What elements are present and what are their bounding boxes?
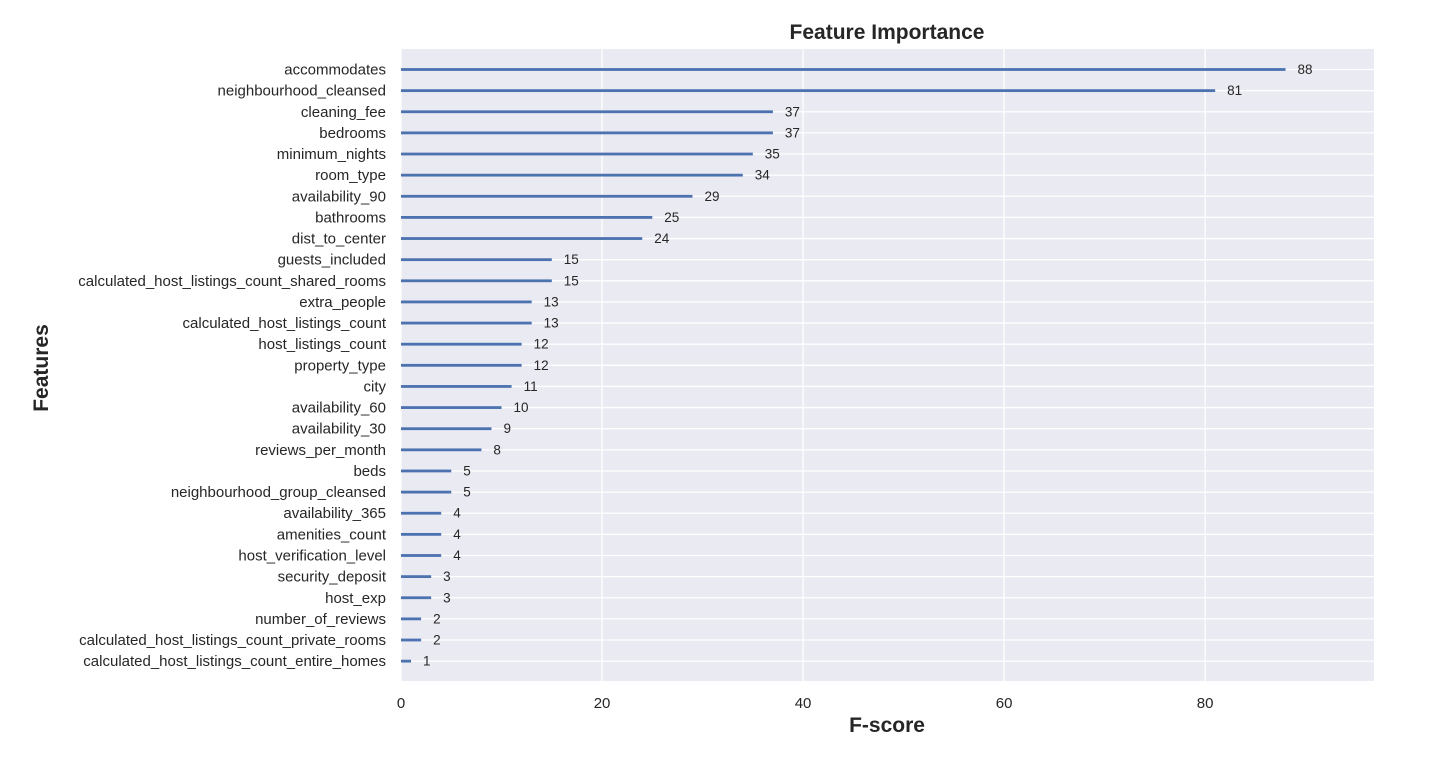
bar <box>401 638 422 642</box>
x-axis-label: F-score <box>849 714 925 737</box>
category-label: bedrooms <box>319 125 386 142</box>
x-tick-label: 40 <box>795 695 812 712</box>
category-label: accommodates <box>284 62 386 79</box>
bar <box>401 152 753 156</box>
bar <box>401 659 412 663</box>
bar <box>401 131 773 135</box>
data-label: 9 <box>503 421 511 436</box>
category-label: room_type <box>315 167 386 184</box>
label-layer: 0 20 40 60 80 accommodates 88 neighbourhood_cle… <box>78 62 1312 713</box>
bar <box>401 385 512 388</box>
category-label: dist_to_center <box>292 231 386 248</box>
data-label: 5 <box>463 485 471 500</box>
bar <box>401 321 532 325</box>
data-label: 81 <box>1227 83 1242 98</box>
bar <box>401 554 442 557</box>
bar <box>401 617 422 621</box>
bar <box>401 596 432 600</box>
category-label: neighbourhood_cleansed <box>218 83 386 100</box>
bar <box>401 300 532 304</box>
bar <box>401 89 1216 93</box>
data-label: 12 <box>534 358 549 373</box>
bar <box>401 532 442 536</box>
data-label: 13 <box>544 294 559 309</box>
bar <box>401 469 452 473</box>
category-label: calculated_host_listings_count_entire_ho… <box>83 653 386 670</box>
category-label: availability_365 <box>283 505 386 522</box>
bar <box>401 258 552 262</box>
bar <box>401 216 653 219</box>
bar <box>401 448 482 452</box>
data-label: 4 <box>453 506 461 521</box>
data-label: 24 <box>654 231 670 246</box>
category-label: host_verification_level <box>238 547 386 564</box>
category-label: bathrooms <box>315 209 386 226</box>
data-label: 1 <box>423 654 431 669</box>
category-label: extra_people <box>299 294 386 311</box>
data-label: 4 <box>453 527 461 542</box>
category-label: availability_60 <box>292 400 386 417</box>
category-label: calculated_host_listings_count_shared_ro… <box>78 273 386 290</box>
category-label: minimum_nights <box>277 146 386 163</box>
data-label: 2 <box>433 611 441 626</box>
category-label: reviews_per_month <box>255 442 386 459</box>
bar <box>401 110 773 114</box>
data-label: 13 <box>544 316 559 331</box>
data-label: 35 <box>765 147 780 162</box>
y-axis-label: Features <box>30 324 53 412</box>
data-label: 15 <box>564 273 579 288</box>
data-label: 15 <box>564 252 579 267</box>
x-tick-label: 60 <box>996 695 1013 712</box>
x-tick-label: 80 <box>1197 695 1214 712</box>
category-label: city <box>364 378 387 395</box>
category-label: host_listings_count <box>258 336 386 353</box>
bar <box>401 68 1286 71</box>
data-label: 88 <box>1298 62 1313 77</box>
data-label: 8 <box>493 442 501 457</box>
category-label: beds <box>353 463 386 480</box>
bar-layer <box>401 68 1286 663</box>
data-label: 37 <box>785 104 800 119</box>
data-label: 34 <box>755 168 771 183</box>
x-tick-label: 0 <box>397 695 405 712</box>
data-label: 25 <box>664 210 679 225</box>
chart-title: Feature Importance <box>790 21 985 44</box>
data-label: 3 <box>443 569 451 584</box>
bar <box>401 406 502 409</box>
bar <box>401 237 643 240</box>
bar <box>401 279 552 283</box>
data-label: 37 <box>785 125 800 140</box>
data-label: 2 <box>433 633 441 648</box>
category-label: host_exp <box>325 590 386 607</box>
category-label: amenities_count <box>277 526 387 543</box>
category-label: cleaning_fee <box>301 104 386 121</box>
bar <box>401 490 452 494</box>
bar <box>401 173 743 177</box>
data-label: 10 <box>514 400 529 415</box>
category-label: property_type <box>294 357 386 374</box>
data-label: 4 <box>453 548 461 563</box>
bar <box>401 511 442 515</box>
data-label: 29 <box>704 189 719 204</box>
category-label: neighbourhood_group_cleansed <box>171 484 386 501</box>
category-label: number_of_reviews <box>255 611 386 628</box>
category-label: security_deposit <box>278 569 387 586</box>
category-label: availability_30 <box>292 421 386 438</box>
bar <box>401 427 492 431</box>
data-label: 11 <box>524 379 538 394</box>
bar <box>401 342 522 346</box>
x-tick-label: 20 <box>594 695 611 712</box>
category-label: availability_90 <box>292 188 386 205</box>
data-label: 5 <box>463 463 471 478</box>
data-label: 3 <box>443 590 451 605</box>
bar <box>401 363 522 367</box>
category-label: calculated_host_listings_count_private_r… <box>79 632 386 649</box>
data-label: 12 <box>534 337 549 352</box>
category-label: calculated_host_listings_count <box>183 315 387 332</box>
bar <box>401 575 432 579</box>
bar <box>401 194 693 198</box>
category-label: guests_included <box>278 252 386 269</box>
